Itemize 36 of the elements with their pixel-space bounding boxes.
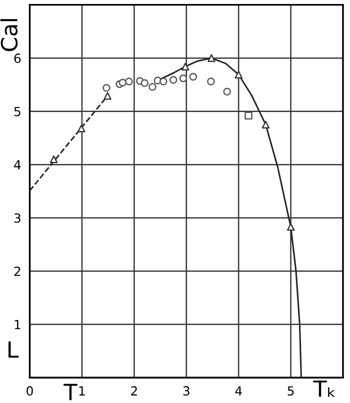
- point: [223, 88, 231, 96]
- point: [140, 79, 148, 87]
- point: [262, 120, 270, 129]
- y-axis-title: Cal: [0, 19, 18, 52]
- point: [234, 70, 242, 78]
- point: [102, 84, 110, 92]
- point: [208, 54, 216, 62]
- y-tick-label: 6: [14, 54, 21, 64]
- x-tick-label: 0: [26, 386, 33, 396]
- point: [118, 78, 127, 86]
- y-tick-label: 4: [14, 160, 21, 170]
- y-tick-label: 1: [14, 320, 20, 330]
- y-tick-label: 3: [14, 213, 20, 223]
- point: [189, 72, 198, 81]
- point: [181, 62, 190, 70]
- point: [104, 92, 112, 100]
- x-tick-label: 4: [235, 386, 242, 396]
- x-tick-label: 5: [288, 386, 294, 396]
- x-tick-label: 1: [79, 386, 85, 396]
- point: [125, 78, 133, 86]
- x-tick-label: 2: [131, 386, 137, 396]
- point: [160, 78, 168, 86]
- point: [169, 76, 178, 84]
- x-axis-title: T: [64, 384, 78, 400]
- y-tick-label: 5: [14, 106, 20, 116]
- x-tick-label: 3: [183, 386, 190, 396]
- y-tick-label: 2: [14, 266, 20, 276]
- point: [50, 155, 58, 164]
- text: L: [8, 341, 19, 358]
- text: Tₖ: [313, 380, 335, 397]
- point: [244, 112, 252, 120]
- point: [179, 74, 188, 82]
- point: [78, 124, 86, 132]
- point: [286, 223, 295, 231]
- point: [207, 78, 215, 86]
- point: [148, 82, 156, 91]
